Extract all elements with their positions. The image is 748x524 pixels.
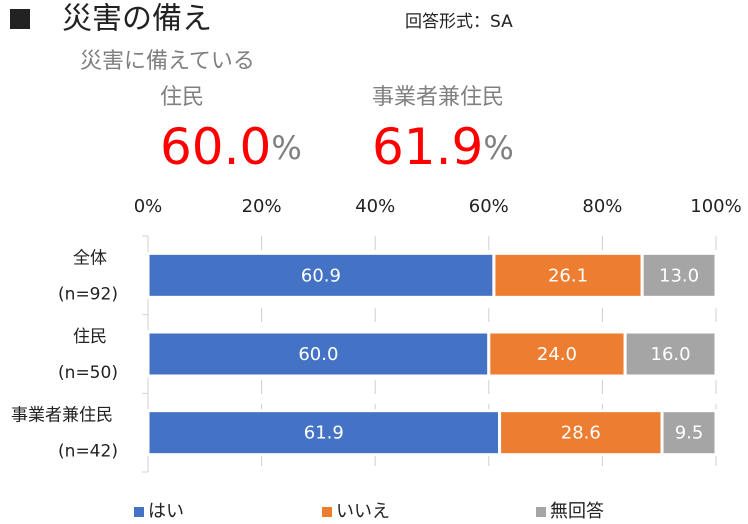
title-marker xyxy=(10,9,30,29)
highlight-unit: % xyxy=(483,129,513,167)
sample-size-label: (n=42) xyxy=(58,442,118,462)
value-label: 60.9 xyxy=(301,265,341,286)
bar-segment xyxy=(660,409,718,457)
highlight-name: 事業者兼住民 xyxy=(372,85,504,110)
value-label: 24.0 xyxy=(537,344,577,365)
value-label: 26.1 xyxy=(548,265,588,286)
highlight-value: 60.0% xyxy=(160,118,302,176)
value-label: 13.0 xyxy=(659,265,699,286)
bar-segment xyxy=(623,330,718,378)
x-tick-label: 60% xyxy=(469,196,509,217)
legend-label: 無回答 xyxy=(550,501,604,522)
category-label: 全体 xyxy=(73,248,107,268)
category-label: 事業者兼住民 xyxy=(11,406,113,426)
legend-marker xyxy=(134,507,144,517)
value-label: 61.9 xyxy=(304,423,344,444)
bar-segment xyxy=(492,251,644,299)
legend-marker xyxy=(536,507,546,517)
annotation: 災害に備えている xyxy=(80,49,255,74)
chart-title: 災害の備え xyxy=(62,2,212,37)
highlight-unit: % xyxy=(271,129,301,167)
sample-size-label: (n=50) xyxy=(58,363,118,383)
value-label: 16.0 xyxy=(651,344,691,365)
legend-label: はい xyxy=(148,501,184,522)
x-tick-label: 40% xyxy=(355,196,395,217)
highlight-number: 60.0 xyxy=(160,118,271,176)
x-tick-label: 80% xyxy=(582,196,622,217)
highlight-value: 61.9% xyxy=(372,118,514,176)
highlight-name: 住民 xyxy=(160,85,204,110)
bar-segment xyxy=(487,330,627,378)
value-label: 60.0 xyxy=(298,344,338,365)
legend-label: いいえ xyxy=(336,501,390,522)
value-label: 28.6 xyxy=(561,423,601,444)
category-label: 住民 xyxy=(73,327,107,347)
x-tick-label: 100% xyxy=(690,196,741,217)
legend-marker xyxy=(322,507,332,517)
x-tick-label: 0% xyxy=(134,196,163,217)
bar-segment xyxy=(640,251,718,299)
bar-segment xyxy=(146,409,502,457)
x-tick-label: 20% xyxy=(242,196,282,217)
value-label: 9.5 xyxy=(675,423,704,444)
bar-segment xyxy=(498,409,664,457)
sample-size-label: (n=92) xyxy=(58,284,118,304)
chart-subtitle: 回答形式：SA xyxy=(405,12,513,32)
highlight-number: 61.9 xyxy=(372,118,483,176)
